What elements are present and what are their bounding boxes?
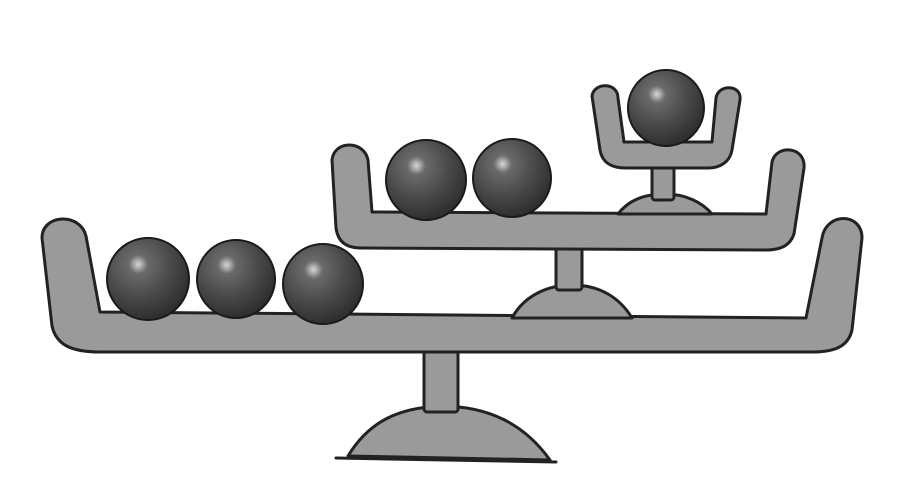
ball [196, 239, 276, 319]
ball [106, 237, 190, 321]
large-scale-balls [106, 237, 364, 325]
large-scale-tray [40, 217, 864, 354]
ball [385, 139, 467, 221]
medium-scale-balls [385, 138, 552, 221]
small-holder-balls [627, 69, 705, 147]
small-holder [590, 84, 742, 216]
small-holder-cup [590, 84, 742, 170]
ball [472, 138, 552, 218]
large-scale-base [346, 404, 552, 462]
ball [282, 243, 364, 325]
medium-scale [330, 143, 806, 320]
medium-scale-tray [330, 143, 806, 252]
large-scale [40, 217, 864, 464]
ball [627, 69, 705, 147]
large-scale-ground-line [334, 456, 558, 464]
